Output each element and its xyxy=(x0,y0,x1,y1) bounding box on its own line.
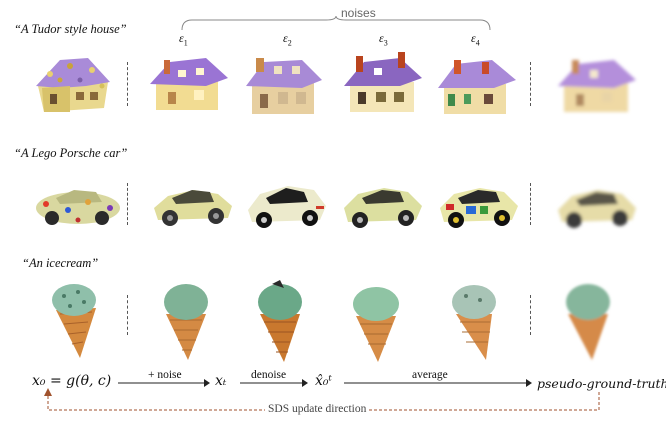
car-denoised-1 xyxy=(154,190,232,226)
pseudo-ground-truth-label: pseudo-ground-truth xyxy=(537,376,666,391)
car-pseudo-gt xyxy=(558,190,636,228)
icecream-pseudo-gt xyxy=(566,284,610,360)
divider-icecream-left xyxy=(127,295,128,335)
x0hat-symbol: x̂₀ᵗ xyxy=(315,373,332,389)
row-prompt-icecream: “An icecream” xyxy=(22,256,99,270)
divider-house-left xyxy=(127,62,128,106)
icecream-denoised-1 xyxy=(164,284,208,360)
car-denoised-2 xyxy=(248,186,326,228)
divider-car-right xyxy=(530,183,531,225)
house-denoised-1 xyxy=(150,58,228,110)
noise-label-4: ε4 xyxy=(471,31,480,48)
car-denoised-3 xyxy=(344,188,422,228)
arrow-denoise xyxy=(240,379,308,387)
average-label: average xyxy=(412,369,448,381)
divider-car-left xyxy=(127,183,128,225)
house-denoised-3 xyxy=(344,52,422,112)
row-prompt-car: “A Lego Porsche car” xyxy=(14,146,128,160)
row-prompt-house: “A Tudor style house” xyxy=(14,22,127,36)
sds-update-label: SDS update direction xyxy=(265,403,370,415)
noises-label: noises xyxy=(341,6,376,20)
house-denoised-4 xyxy=(438,60,516,114)
divider-house-right xyxy=(530,62,531,106)
xt-symbol: xₜ xyxy=(215,373,227,389)
noises-brace xyxy=(181,16,491,31)
arrow-add-noise xyxy=(118,379,210,387)
icecream-denoised-2 xyxy=(258,280,302,362)
noise-label-1: ε1 xyxy=(179,31,188,48)
noise-label-2: ε2 xyxy=(283,31,292,48)
car-render-original xyxy=(36,190,120,225)
house-render-original xyxy=(36,58,110,112)
icecream-denoised-3 xyxy=(353,287,399,362)
house-denoised-2 xyxy=(246,58,322,114)
house-pseudo-gt xyxy=(558,60,636,112)
icecream-render-original xyxy=(52,284,96,358)
icecream-denoised-4 xyxy=(452,285,496,360)
x0-equation: x₀ = g(θ, c) xyxy=(32,373,112,389)
noise-label-3: ε3 xyxy=(379,31,388,48)
divider-icecream-right xyxy=(530,295,531,335)
add-noise-label: + noise xyxy=(148,369,182,381)
car-denoised-4 xyxy=(440,188,518,228)
arrow-average xyxy=(344,379,532,387)
denoise-label: denoise xyxy=(251,369,287,381)
sds-update-arrow xyxy=(44,388,600,411)
